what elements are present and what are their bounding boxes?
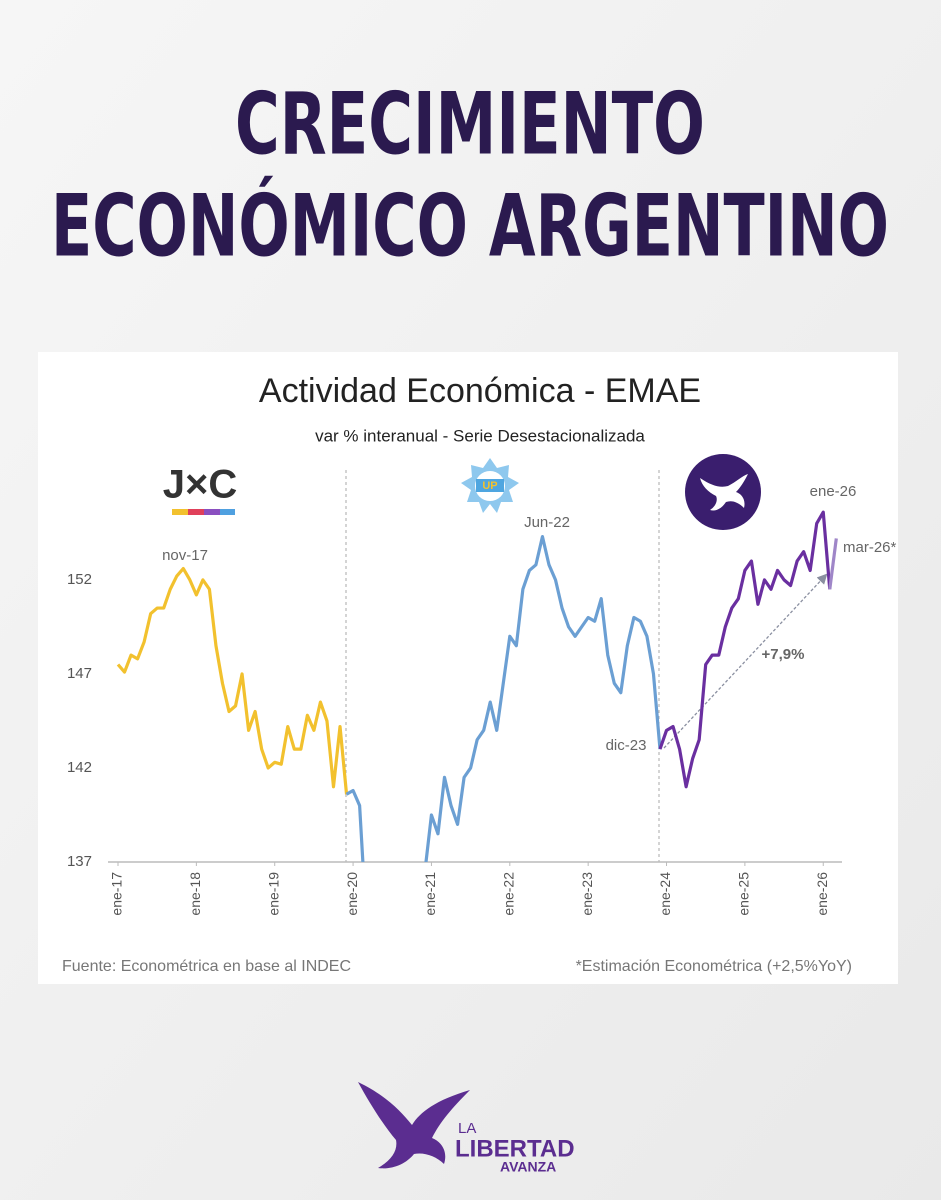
x-tick-label: ene-18 xyxy=(187,872,203,916)
series-line xyxy=(345,535,662,862)
y-tick-label: 147 xyxy=(67,665,92,682)
brand-logo: LA LIBERTAD AVANZA xyxy=(358,1082,575,1175)
annotation: +7,9% xyxy=(762,646,805,663)
trend-arrow xyxy=(663,573,828,749)
lla-logo xyxy=(685,454,761,530)
logo-bar xyxy=(188,509,204,515)
x-tick-label: ene-23 xyxy=(579,872,595,916)
annotation: nov-17 xyxy=(162,547,208,564)
brand-text: AVANZA xyxy=(500,1159,556,1175)
logo-bar xyxy=(172,509,188,515)
logo-band xyxy=(476,479,504,492)
x-tick-label: ene-21 xyxy=(422,872,438,916)
series-line xyxy=(828,538,838,590)
logo-text: J×C xyxy=(163,463,238,507)
title-line: CRECIMIENTO xyxy=(235,74,705,174)
x-tick-label: ene-26 xyxy=(814,872,830,916)
eagle-icon xyxy=(358,1082,470,1169)
chart-subtitle: var % interanual - Serie Desestacionaliz… xyxy=(315,426,645,445)
logo-bar xyxy=(220,509,235,515)
y-tick-label: 137 xyxy=(67,853,92,870)
annotation: dic-23 xyxy=(606,737,647,754)
chart-card xyxy=(38,352,898,984)
logo-text: UP xyxy=(482,480,497,492)
x-tick-label: ene-17 xyxy=(109,872,125,916)
brand-text: LIBERTAD xyxy=(455,1135,575,1162)
chart-title: Actividad Económica - EMAE xyxy=(259,372,701,410)
x-tick-label: ene-24 xyxy=(657,872,673,916)
brand-text: LA xyxy=(458,1120,476,1137)
jxc-logo: J×C xyxy=(163,463,238,515)
logo-bar xyxy=(204,509,220,515)
series-line xyxy=(116,566,349,795)
x-tick-label: ene-25 xyxy=(736,872,752,916)
y-tick-label: 142 xyxy=(67,759,92,776)
title-line: ECONÓMICO ARGENTINO xyxy=(51,175,889,276)
series-line xyxy=(658,510,832,789)
x-tick-label: ene-19 xyxy=(265,872,281,916)
plot: 137 142 147 152 ene-17 ene-18 ene-19 ene-20 ene-… xyxy=(67,470,897,916)
up-logo: UP xyxy=(461,458,519,513)
y-tick-label: 152 xyxy=(67,571,92,588)
x-tick-label: ene-20 xyxy=(344,872,360,916)
eagle-icon xyxy=(700,474,748,511)
annotation: Jun-22 xyxy=(524,514,570,531)
source-note: Fuente: Econométrica en base al INDEC xyxy=(62,958,351,975)
annotation: ene-26 xyxy=(810,483,857,500)
estimate-note: *Estimación Econométrica (+2,5%YoY) xyxy=(576,958,852,975)
annotation: mar-26* xyxy=(843,539,897,556)
x-tick-label: ene-22 xyxy=(501,872,517,916)
